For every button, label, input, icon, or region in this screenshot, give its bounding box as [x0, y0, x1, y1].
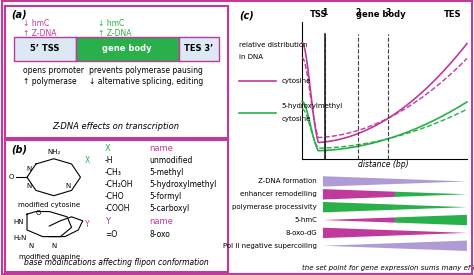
- Text: N: N: [27, 183, 32, 189]
- Text: 8-oxo: 8-oxo: [149, 230, 171, 239]
- Text: ↓ alternative splicing, editing: ↓ alternative splicing, editing: [90, 77, 204, 86]
- Text: O: O: [36, 210, 41, 216]
- Text: in DNA: in DNA: [239, 54, 264, 60]
- Text: HN: HN: [14, 219, 24, 225]
- Text: 5-hmC: 5-hmC: [294, 217, 317, 223]
- Text: relative distribution: relative distribution: [239, 42, 308, 48]
- Text: X: X: [105, 144, 111, 153]
- Text: N: N: [29, 243, 34, 249]
- Text: 5-carboxyl: 5-carboxyl: [149, 204, 190, 213]
- Text: the set point for gene expression sums many effects: the set point for gene expression sums m…: [302, 265, 474, 271]
- Polygon shape: [323, 228, 395, 238]
- Text: N: N: [65, 183, 71, 189]
- Text: (a): (a): [11, 9, 27, 20]
- Polygon shape: [395, 230, 467, 235]
- Text: base modifications affecting flipon conformation: base modifications affecting flipon conf…: [24, 258, 209, 267]
- Polygon shape: [323, 243, 395, 248]
- Text: 5-methyl: 5-methyl: [149, 168, 184, 177]
- Text: polymerase processivity: polymerase processivity: [232, 204, 317, 210]
- Text: Z-DNA formation: Z-DNA formation: [258, 178, 317, 185]
- Text: H₂N: H₂N: [14, 235, 27, 241]
- Text: TES: TES: [444, 10, 462, 20]
- Text: -H: -H: [105, 156, 113, 165]
- Text: cytosine: cytosine: [281, 78, 310, 84]
- Text: -COOH: -COOH: [105, 204, 130, 213]
- Text: N: N: [51, 243, 56, 249]
- Text: ↑ polymerase: ↑ polymerase: [23, 77, 76, 86]
- Polygon shape: [323, 218, 395, 223]
- Text: prevents polymerase pausing: prevents polymerase pausing: [90, 66, 203, 75]
- Text: modified cytosine: modified cytosine: [18, 202, 81, 208]
- Text: gene body: gene body: [102, 44, 152, 53]
- Text: ↓ hmC: ↓ hmC: [98, 19, 125, 28]
- Text: -CH₃: -CH₃: [105, 168, 122, 177]
- Polygon shape: [395, 241, 467, 251]
- Text: 2: 2: [355, 8, 360, 17]
- Text: -CHO: -CHO: [105, 192, 125, 201]
- Polygon shape: [323, 176, 395, 187]
- Text: 5’ TSS: 5’ TSS: [30, 44, 60, 53]
- Text: enhancer remodelling: enhancer remodelling: [240, 191, 317, 197]
- Text: opens promoter: opens promoter: [23, 66, 83, 75]
- Polygon shape: [395, 215, 467, 225]
- Polygon shape: [395, 205, 467, 210]
- Text: 1: 1: [323, 8, 328, 17]
- Text: ↑ Z-DNA: ↑ Z-DNA: [98, 29, 132, 38]
- Text: -CH₂OH: -CH₂OH: [105, 180, 134, 189]
- Bar: [76, 37, 179, 61]
- Polygon shape: [395, 192, 467, 197]
- Text: gene body: gene body: [356, 10, 406, 20]
- Text: distance (bp): distance (bp): [358, 160, 409, 169]
- Polygon shape: [323, 202, 395, 212]
- Bar: [179, 37, 219, 61]
- Text: 8-oxo-dG: 8-oxo-dG: [285, 230, 317, 236]
- Text: TSS: TSS: [310, 10, 327, 20]
- Text: ↑ Z-DNA: ↑ Z-DNA: [23, 29, 56, 38]
- Polygon shape: [395, 179, 467, 184]
- Text: N: N: [27, 166, 32, 172]
- Text: =O: =O: [105, 230, 117, 239]
- Text: modified guanine: modified guanine: [19, 254, 80, 260]
- Text: name: name: [149, 217, 173, 226]
- Text: O: O: [9, 174, 14, 180]
- Text: Z-DNA effects on transcription: Z-DNA effects on transcription: [53, 122, 180, 131]
- Text: name: name: [149, 144, 173, 153]
- Text: NH₂: NH₂: [47, 150, 61, 155]
- Text: Y: Y: [105, 217, 110, 226]
- Text: unmodified: unmodified: [149, 156, 193, 165]
- Text: TES 3’: TES 3’: [184, 44, 213, 53]
- Text: Y: Y: [85, 220, 90, 229]
- Text: 5-formyl: 5-formyl: [149, 192, 182, 201]
- Text: cytosine: cytosine: [281, 116, 310, 122]
- Text: 5-hydroxylmethyl: 5-hydroxylmethyl: [281, 103, 342, 109]
- Bar: [14, 37, 76, 61]
- Polygon shape: [323, 189, 395, 199]
- Text: 3: 3: [385, 8, 391, 17]
- Text: (c): (c): [239, 10, 254, 20]
- Text: ↓ hmC: ↓ hmC: [23, 19, 49, 28]
- Text: Pol II negative supercoiling: Pol II negative supercoiling: [223, 243, 317, 249]
- Text: X: X: [84, 156, 90, 164]
- Text: 5-hydroxylmethyl: 5-hydroxylmethyl: [149, 180, 217, 189]
- Text: (b): (b): [11, 144, 27, 154]
